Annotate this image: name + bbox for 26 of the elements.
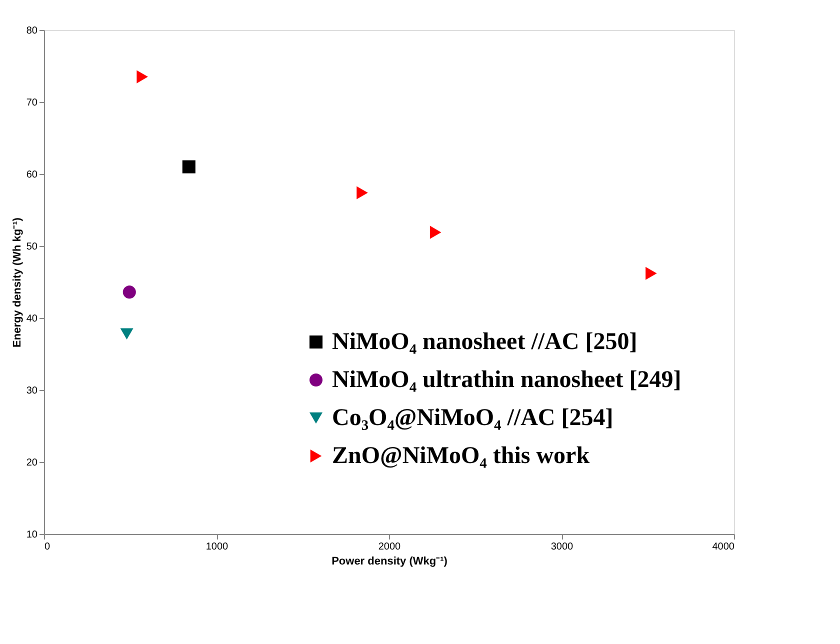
point xyxy=(430,226,442,239)
x-tick-label: 2000 xyxy=(378,542,402,552)
legend-label: ZnO@NiMoO₄ this work xyxy=(332,443,590,469)
y-tick-label: 80 xyxy=(26,26,38,36)
y-tick-label: 70 xyxy=(26,98,38,108)
y-axis-title: Energy density (Wh kg⁻¹) xyxy=(11,217,24,348)
point xyxy=(646,266,657,280)
y-tick-label: 40 xyxy=(26,314,38,324)
y-tick-label: 30 xyxy=(26,386,38,396)
x-axis-title: Power density (Wkg⁻¹) xyxy=(332,556,448,568)
point xyxy=(120,328,134,340)
legend-label: Co₃O₄@NiMoO₄ //AC [254] xyxy=(332,405,614,431)
y-tick-label: 20 xyxy=(26,458,38,468)
legend-label: NiMoO₄ ultrathin nanosheet [249] xyxy=(332,367,682,393)
legend-label: NiMoO₄ nanosheet //AC [250] xyxy=(332,329,638,355)
point xyxy=(122,286,136,299)
point xyxy=(356,186,368,200)
y-tick-label: 50 xyxy=(26,242,38,252)
point xyxy=(136,70,148,84)
x-tick-label: 3000 xyxy=(550,542,574,552)
x-tick-label: 0 xyxy=(44,542,50,552)
x-tick-label: 4000 xyxy=(712,542,735,552)
x-tick-label: 1000 xyxy=(206,542,229,552)
y-tick-label: 10 xyxy=(26,530,38,540)
y-tick-label: 60 xyxy=(26,170,38,180)
point xyxy=(182,160,196,174)
